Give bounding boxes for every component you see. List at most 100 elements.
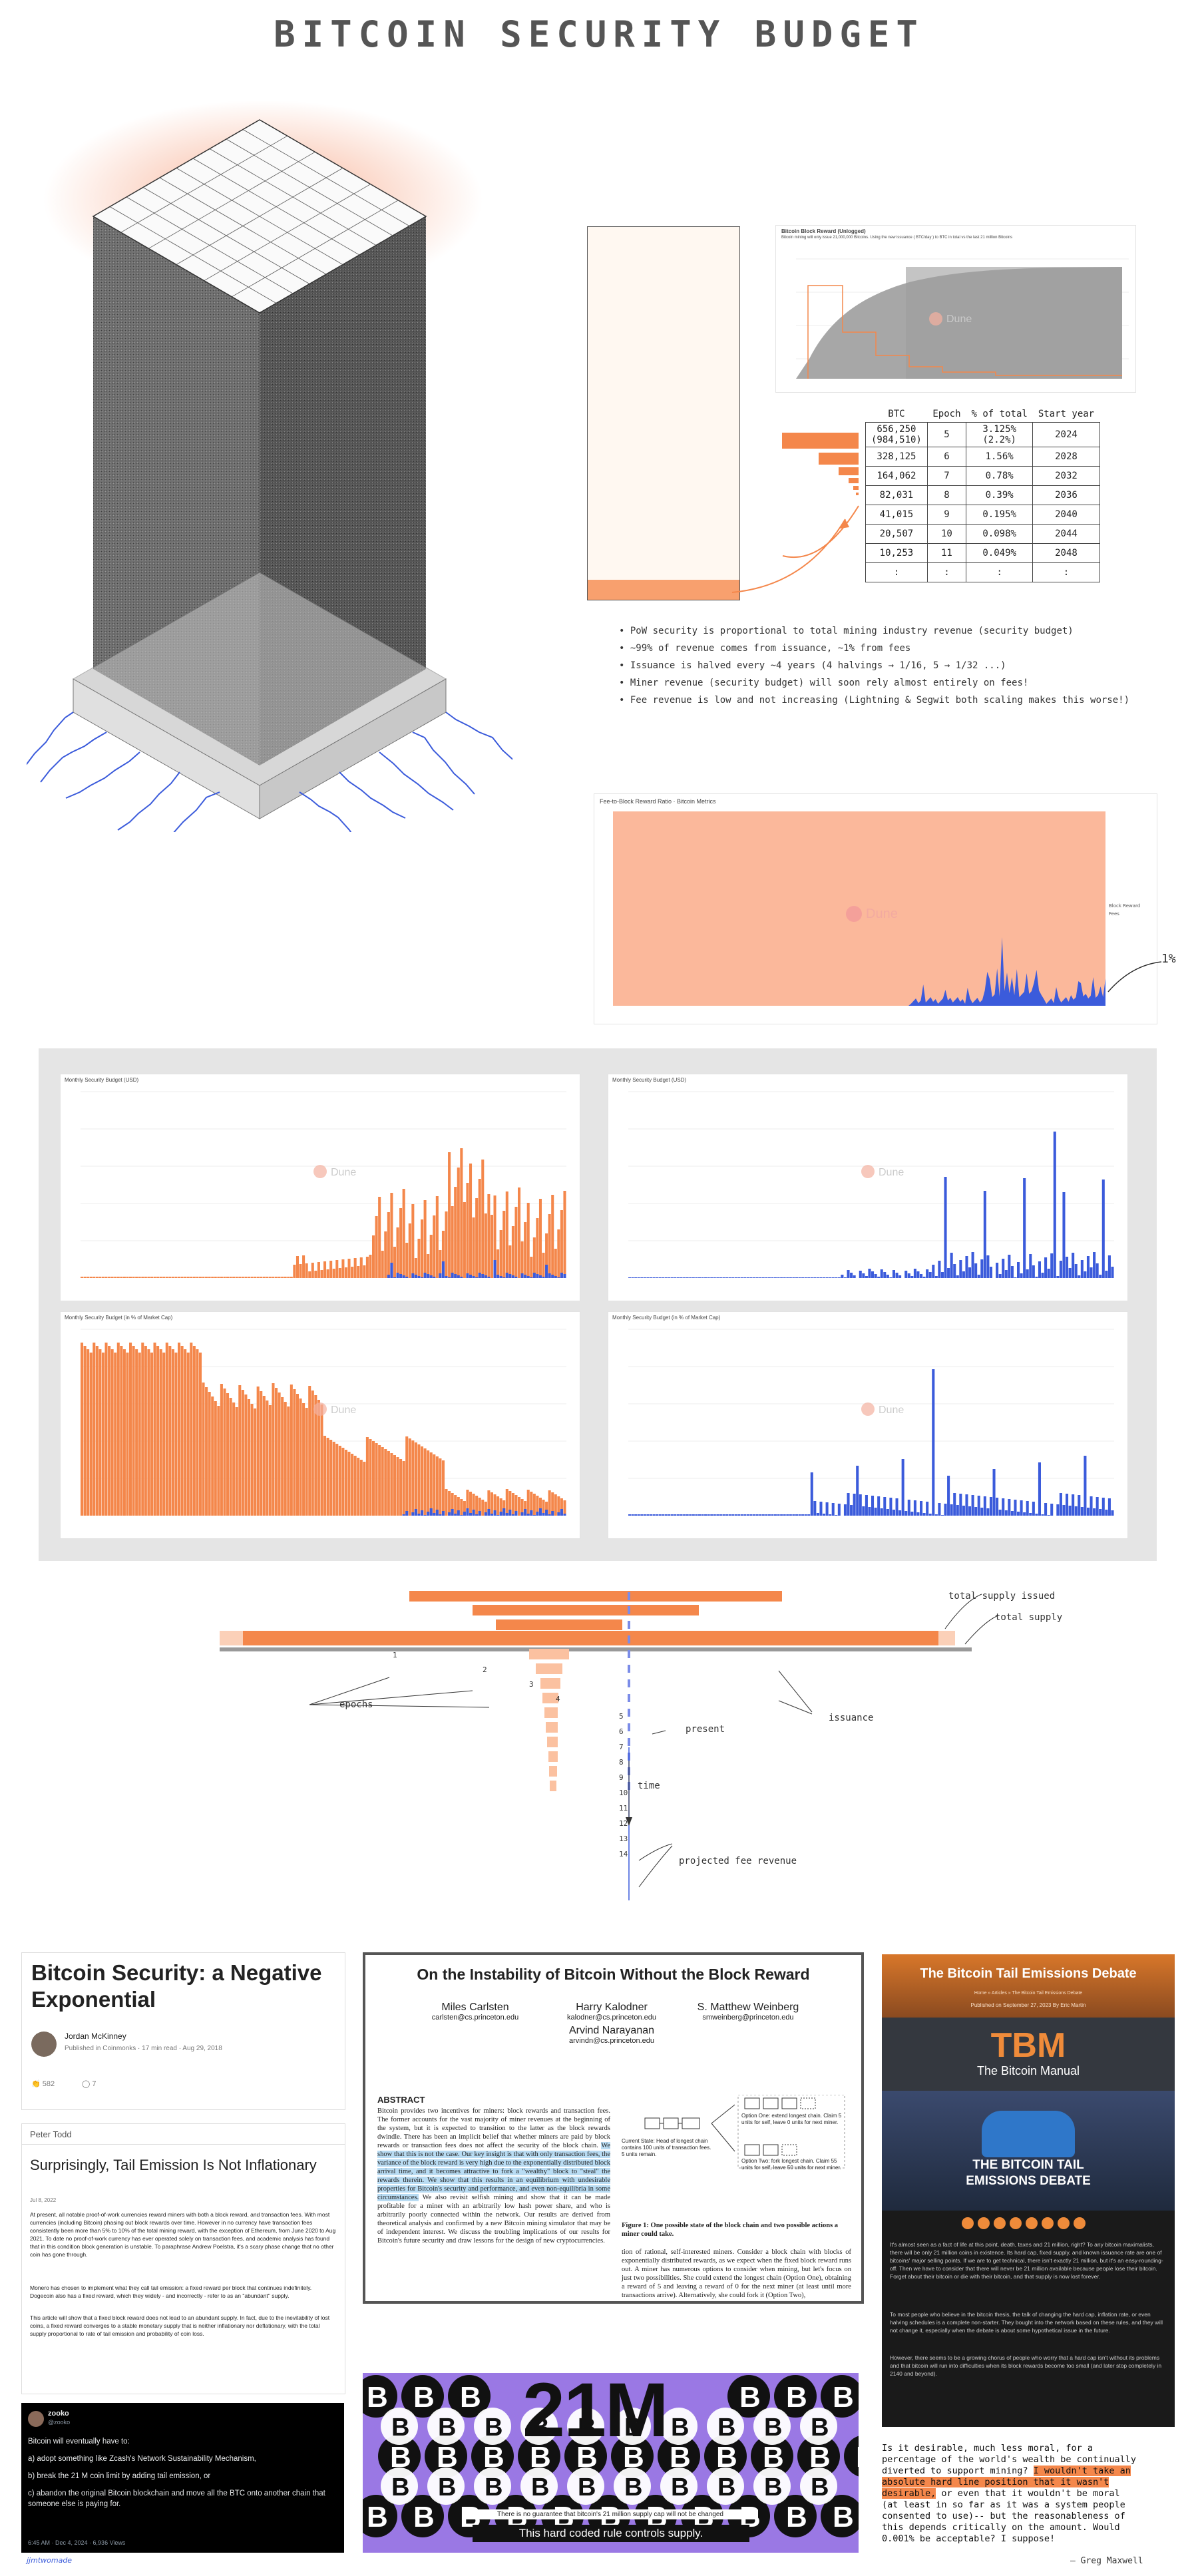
- article-paragraph-1: At present, all notable proof-of-work cu…: [30, 2211, 336, 2258]
- share-icon[interactable]: [1058, 2217, 1070, 2229]
- article-title[interactable]: Bitcoin Security: a Negative Exponential: [31, 1960, 322, 2012]
- avatar[interactable]: [28, 2411, 44, 2427]
- article-date: Jul 8, 2022: [30, 2197, 57, 2203]
- svg-text:B: B: [624, 2473, 642, 2501]
- table-cell: 8: [926, 485, 967, 505]
- share-icon[interactable]: [1074, 2217, 1086, 2229]
- svg-text:B: B: [413, 2501, 435, 2533]
- bitcoin-coin-icon: [363, 2495, 397, 2537]
- table-cell: 0.39%: [966, 485, 1034, 505]
- bullet-text: Miner revenue (security budget) will soo…: [630, 678, 1029, 688]
- tbm-meta: Published on September 27, 2023 By Eric …: [970, 2002, 1086, 2008]
- tbm-paragraph-1: It's almost seen as a fact of life at th…: [890, 2241, 1163, 2280]
- epoch-number: 10: [619, 1789, 628, 1797]
- breadcrumb[interactable]: Home » Articles » The Bitcoin Tail Emiss…: [974, 1991, 1083, 1996]
- bitcoin-coin-icon: [448, 2375, 491, 2418]
- column-header: BTC: [888, 409, 905, 419]
- dune-logo-icon: [313, 1402, 327, 1416]
- epoch-number: 9: [619, 1773, 624, 1782]
- tbm-article-card: The Bitcoin Tail Emissions Debate Home »…: [882, 1954, 1175, 2427]
- tweet-card: zooko @zooko Bitcoin will eventually hav…: [21, 2403, 344, 2553]
- column-header: % of total: [971, 409, 1028, 419]
- bitcoin-coin-icon: [774, 2495, 817, 2537]
- table-cell: :: [926, 562, 967, 582]
- svg-text:B: B: [367, 2501, 388, 2533]
- dune-watermark: Dune: [331, 1404, 356, 1416]
- table-cell: 2048: [1032, 543, 1100, 563]
- table-cell: 328,125: [865, 447, 928, 467]
- svg-text:B: B: [531, 2414, 549, 2442]
- clap-count[interactable]: 👏 582: [31, 2079, 55, 2088]
- table-cell: 6: [926, 447, 967, 467]
- author-name: Arvind Narayanan: [568, 2025, 655, 2036]
- grid-chart-2: Monthly Security Budget (USD) Dune: [608, 1074, 1128, 1301]
- avatar[interactable]: [31, 2032, 57, 2057]
- supply-fill-bar: [588, 580, 739, 600]
- supply-fill-box: [587, 226, 740, 600]
- article-title[interactable]: Surprisingly, Tail Emission Is Not Infla…: [30, 2157, 317, 2173]
- paper-author: Arvind Narayanan arvindn@cs.princeton.edu: [542, 2025, 682, 2045]
- legend-block-reward: Block Reward: [1109, 903, 1140, 909]
- paper-author: S. Matthew Weinberg smweinberg@princeton.…: [678, 2002, 818, 2022]
- medium-article-card[interactable]: Bitcoin Security: a Negative Exponential…: [21, 1952, 345, 2110]
- claps-value: 582: [42, 2080, 55, 2088]
- bullet-text: ~99% of revenue comes from issuance, ~1%…: [630, 643, 911, 654]
- svg-text:B: B: [438, 2473, 456, 2501]
- svg-text:B: B: [391, 2414, 409, 2442]
- block-reward-plot: Dune: [796, 258, 1129, 379]
- table-cell: :: [966, 562, 1034, 582]
- tweet-author[interactable]: zooko: [48, 2410, 69, 2418]
- chart-title: Monthly Security Budget (USD): [612, 1077, 687, 1083]
- table-cell: 656,250 (984,510): [865, 422, 928, 447]
- tweet-line: b) break the 21 M coin limit by adding t…: [28, 2472, 211, 2480]
- epoch-number: 6: [619, 1727, 624, 1736]
- tweet-handle[interactable]: @zooko: [48, 2419, 71, 2426]
- bullet-item: • Fee revenue is low and not increasing …: [619, 692, 1171, 709]
- paper-author: Harry Kalodner kalodner@cs.princeton.edu: [542, 2002, 682, 2022]
- bullet-item: • PoW security is proportional to total …: [619, 622, 1171, 640]
- table-cell: 3.125% (2.2%): [966, 422, 1034, 447]
- svg-text:B: B: [671, 2473, 689, 2501]
- label-total-supply: total supply: [995, 1612, 1063, 1623]
- article-paragraph-2: Monero has chosen to implement what they…: [30, 2284, 312, 2299]
- dune-watermark: Dune: [879, 1167, 904, 1178]
- chart-title: Monthly Security Budget (in % of Market …: [65, 1315, 173, 1321]
- author-name: Harry Kalodner: [576, 2002, 648, 2013]
- dune-logo-icon: [861, 1402, 875, 1416]
- block-chain-figure: [644, 2095, 845, 2169]
- share-icon[interactable]: [994, 2217, 1006, 2229]
- tweet-body: Bitcoin will eventually have to: a) adopt…: [28, 2436, 334, 2516]
- share-icon[interactable]: [978, 2217, 990, 2229]
- share-icon[interactable]: [1042, 2217, 1054, 2229]
- article-paragraph-3: This article will show that a fixed bloc…: [30, 2314, 330, 2337]
- 21m-headline: 21M: [522, 2373, 669, 2453]
- svg-text:B: B: [413, 2381, 435, 2414]
- table-row: 20,507 10 0.098% 2044: [865, 524, 1100, 544]
- table-cell: 2032: [1032, 466, 1100, 486]
- table-row: 328,125 6 1.56% 2028: [865, 447, 1100, 467]
- author-email: smweinberg@princeton.edu: [702, 2014, 794, 2022]
- bitcoin-coin-icon: [363, 2375, 397, 2418]
- share-icon[interactable]: [1010, 2217, 1022, 2229]
- table-cell: 20,507: [865, 524, 928, 544]
- tweet-line: Bitcoin will eventually have to:: [28, 2438, 130, 2446]
- author-name[interactable]: Jordan McKinney: [65, 2032, 126, 2041]
- figure-caption: Figure 1: One possible state of the bloc…: [622, 2222, 839, 2238]
- author-name: S. Matthew Weinberg: [697, 2002, 799, 2013]
- table-row: 82,031 8 0.39% 2036: [865, 485, 1100, 505]
- share-icon[interactable]: [1026, 2217, 1038, 2229]
- abstract-part-2: We also revisit selfish mining and show …: [377, 2194, 610, 2245]
- comment-count[interactable]: ◯ 7: [82, 2079, 97, 2088]
- author-name[interactable]: Peter Todd: [30, 2129, 72, 2139]
- comment-icon: ◯: [82, 2080, 93, 2088]
- share-icon[interactable]: [962, 2217, 974, 2229]
- social-share-icons[interactable]: [962, 2217, 1095, 2231]
- paper-author: Miles Carlsten carlsten@cs.princeton.edu: [405, 2002, 545, 2022]
- table-cell: 0.195%: [966, 505, 1034, 525]
- tbm-hero-image: TBM The Bitcoin Manual THE BITCOIN TAIL …: [882, 2018, 1175, 2211]
- epoch-table: BTC Epoch % of total Start year 656,250 (98…: [865, 406, 1100, 582]
- table-cell: 0.049%: [966, 543, 1034, 563]
- bitcoin-coin-icon: [751, 2435, 793, 2477]
- table-cell: 1.56%: [966, 447, 1034, 467]
- abstract-text: Bitcoin provides two incentives for mine…: [377, 2107, 610, 2245]
